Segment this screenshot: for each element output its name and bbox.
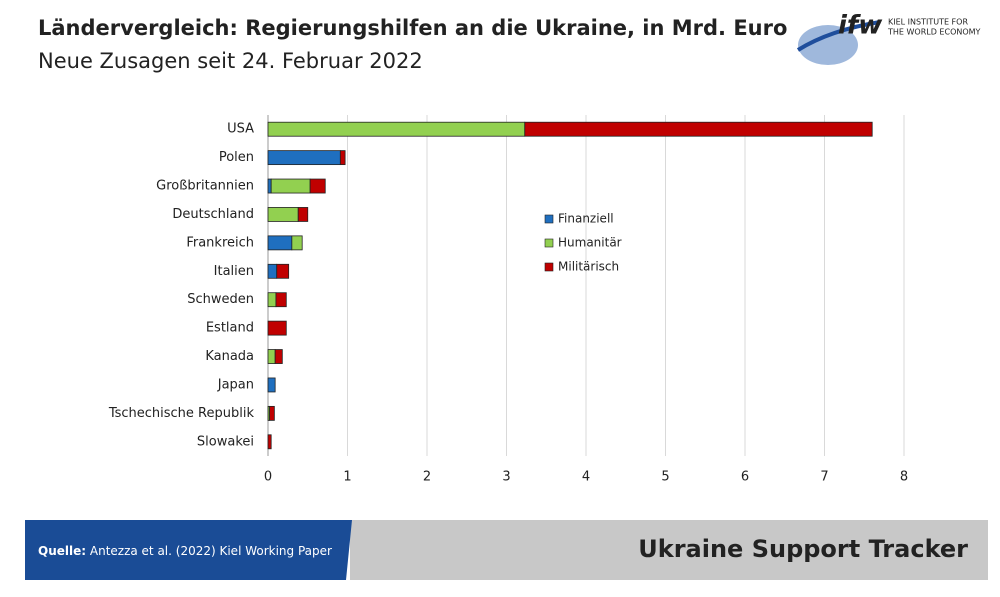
bar-segment [276, 263, 290, 279]
x-tick-label: 6 [741, 470, 749, 485]
logo: ifw KIEL INSTITUTE FOR THE WORLD ECONOMY [796, 11, 981, 65]
x-tick-label: 8 [900, 470, 908, 485]
bar-segment [267, 320, 287, 336]
bar-segment [291, 235, 303, 251]
bar-segment [267, 349, 276, 364]
y-tick-label: Estland [206, 321, 254, 336]
bar-segment [267, 150, 341, 166]
source-text: Antezza et al. (2022) Kiel Working Paper [90, 544, 332, 558]
bar-segment [267, 292, 277, 308]
x-tick-label: 0 [264, 470, 272, 485]
bar-segment [267, 434, 272, 450]
bar-segment [524, 121, 873, 137]
source-label: Quelle: [38, 544, 86, 558]
legend-label: Militärisch [558, 260, 619, 274]
bar-segment [309, 178, 326, 194]
y-tick-label: USA [227, 122, 254, 137]
y-tick-label: Japan [217, 377, 254, 392]
y-tick-label: Großbritannien [156, 179, 254, 194]
logo-globe [798, 25, 858, 65]
bar-segment [270, 178, 311, 194]
chart-subtitle: Neue Zusagen seit 24. Februar 2022 [38, 49, 423, 73]
bar-segment [267, 235, 293, 251]
legend-swatch [544, 238, 554, 248]
bar-segment [274, 349, 283, 364]
x-tick-label: 3 [502, 470, 510, 485]
legend-label: Humanitär [558, 236, 622, 250]
y-tick-label: Slowakei [197, 434, 254, 449]
bar-segment [267, 121, 526, 137]
bar-segment [267, 263, 278, 279]
footer-band [350, 520, 988, 580]
footer-source: Quelle: Antezza et al. (2022) Kiel Worki… [38, 544, 332, 558]
logo-line: KIEL INSTITUTE FOR [888, 18, 968, 27]
bar-segment [339, 150, 346, 166]
bar-segment [267, 207, 299, 222]
y-tick-label: Italien [214, 264, 254, 279]
legend-label: Finanziell [558, 212, 614, 226]
chart-title: Ländervergleich: Regierungshilfen an die… [38, 16, 787, 40]
logo-swoosh [796, 20, 881, 52]
legend-swatch [544, 262, 554, 272]
x-tick-label: 5 [661, 470, 669, 485]
x-tick-label: 7 [820, 470, 828, 485]
legend-swatch [544, 214, 554, 224]
y-tick-label: Polen [219, 150, 254, 165]
y-tick-label: Frankreich [186, 235, 254, 250]
bar-segment [267, 377, 276, 393]
footer-brand: Ukraine Support Tracker [638, 535, 968, 563]
x-tick-label: 1 [343, 470, 351, 485]
footer-source-box [25, 520, 352, 580]
bar-segment [297, 207, 309, 222]
y-tick-label: Tschechische Republik [108, 406, 255, 421]
y-tick-label: Schweden [187, 292, 254, 307]
bar-segment [275, 292, 287, 308]
bar-segment [267, 178, 272, 194]
y-tick-label: Kanada [205, 349, 254, 364]
logo-line: THE WORLD ECONOMY [887, 28, 981, 37]
x-tick-label: 4 [582, 470, 590, 485]
x-tick-label: 2 [423, 470, 431, 485]
logo-mark: ifw [838, 11, 883, 41]
bar-segment [269, 405, 275, 421]
y-tick-label: Deutschland [172, 207, 254, 222]
